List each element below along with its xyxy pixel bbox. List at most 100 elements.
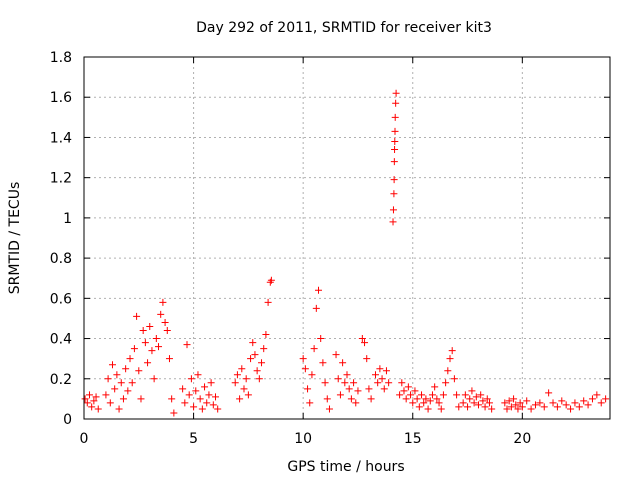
data-point: [354, 387, 362, 395]
data-point: [422, 395, 430, 403]
data-point: [179, 385, 187, 393]
data-point: [376, 365, 384, 373]
y-axis-label: SRMTID / TECUs: [7, 182, 23, 295]
data-point: [81, 395, 89, 403]
data-point: [400, 387, 408, 395]
data-point: [448, 347, 456, 355]
data-point: [531, 401, 539, 409]
data-point: [146, 322, 154, 330]
data-point: [424, 405, 432, 413]
chart-title: Day 292 of 2011, SRMTID for receiver kit…: [196, 20, 492, 36]
data-point: [472, 393, 480, 401]
data-point: [392, 99, 400, 107]
data-point: [190, 403, 198, 411]
data-point: [231, 379, 239, 387]
data-point: [549, 399, 557, 407]
data-point: [117, 379, 125, 387]
data-point: [567, 405, 575, 413]
y-tick-label: 0: [63, 412, 72, 428]
data-point: [165, 355, 173, 363]
x-tick-label: 5: [189, 431, 198, 447]
y-tick-label: 0.8: [50, 251, 72, 267]
data-point: [588, 395, 596, 403]
data-point: [141, 339, 149, 347]
data-point: [398, 379, 406, 387]
data-point: [466, 395, 474, 403]
data-point: [196, 395, 204, 403]
data-point: [148, 347, 156, 355]
data-point: [350, 379, 358, 387]
data-point: [260, 345, 268, 353]
data-point: [488, 405, 496, 413]
data-point: [391, 146, 399, 154]
data-point: [264, 298, 272, 306]
data-point: [325, 405, 333, 413]
data-point: [170, 409, 178, 417]
data-point: [242, 375, 250, 383]
data-point: [157, 310, 165, 318]
data-point: [139, 327, 147, 335]
data-point: [150, 375, 158, 383]
data-point: [308, 371, 316, 379]
data-point: [439, 391, 447, 399]
data-point: [558, 397, 566, 405]
data-point: [390, 158, 398, 166]
data-point: [358, 335, 366, 343]
data-point: [477, 391, 485, 399]
data-point: [207, 379, 215, 387]
data-point: [310, 345, 318, 353]
data-point: [455, 403, 463, 411]
data-point: [389, 206, 397, 214]
data-point: [352, 399, 360, 407]
data-point: [593, 391, 601, 399]
axis-ticks: [83, 56, 610, 420]
data-point: [135, 367, 143, 375]
data-point: [584, 401, 592, 409]
data-point: [392, 89, 400, 97]
data-point: [119, 395, 127, 403]
data-point: [341, 379, 349, 387]
y-tick-label: 1.6: [50, 90, 72, 106]
data-point: [247, 355, 255, 363]
data-point: [501, 399, 509, 407]
data-point: [505, 397, 513, 405]
data-point: [365, 385, 373, 393]
data-point: [299, 355, 307, 363]
data-point: [453, 391, 461, 399]
data-point: [523, 397, 531, 405]
data-point: [382, 367, 390, 375]
data-point: [459, 399, 467, 407]
data-point: [345, 385, 353, 393]
data-point: [483, 395, 491, 403]
data-point: [420, 399, 428, 407]
data-point: [238, 365, 246, 373]
data-point: [209, 401, 217, 409]
data-point: [575, 403, 583, 411]
data-point: [475, 401, 482, 409]
y-tick-label: 1: [63, 211, 72, 227]
tick-labels: 0 5 10 15 20 0 0.2 0.4 0.6 0.8 1 1.2 1.4 1.6 1.8: [50, 50, 532, 447]
data-point: [332, 351, 340, 359]
data-point: [391, 127, 399, 135]
data-point: [415, 403, 423, 411]
data-point: [571, 399, 579, 407]
data-point: [92, 393, 100, 401]
data-point: [212, 393, 219, 401]
data-point: [391, 113, 399, 121]
data-point: [137, 395, 145, 403]
data-point: [361, 339, 369, 347]
data-point: [244, 391, 252, 399]
data-point: [258, 359, 266, 367]
y-tick-label: 0.6: [50, 291, 72, 307]
data-point: [163, 327, 171, 335]
data-point: [334, 375, 342, 383]
data-point: [183, 341, 191, 349]
data-point: [113, 371, 121, 379]
y-tick-label: 0.4: [50, 332, 72, 348]
data-point: [185, 391, 193, 399]
data-point: [512, 401, 520, 409]
data-point: [433, 395, 441, 403]
data-point: [336, 391, 344, 399]
data-point: [444, 367, 452, 375]
data-point: [317, 335, 325, 343]
